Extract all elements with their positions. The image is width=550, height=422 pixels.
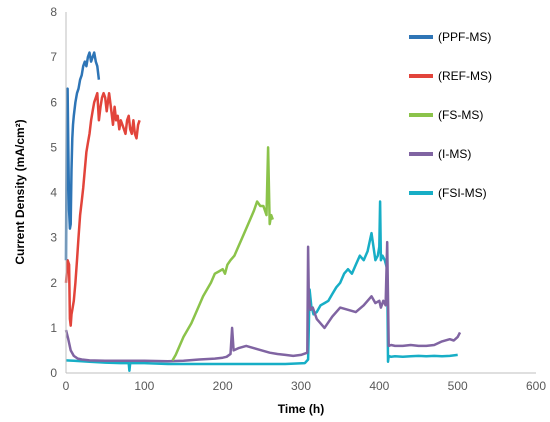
y-tick-label: 5 (50, 140, 57, 154)
y-tick-label: 4 (50, 186, 57, 200)
y-tick-labels: 0 1 2 3 4 5 6 7 8 (50, 5, 57, 380)
series-line-ppf-ms (64, 51, 101, 261)
legend-label-fsi-ms: (FSI-MS) (438, 186, 487, 200)
series-line-i-ms (64, 240, 462, 363)
plot-lines (64, 51, 462, 372)
x-tick-label: 300 (291, 379, 311, 393)
legend: (PPF-MS) (REF-MS) (FS-MS) (I-MS) (FSI-MS) (409, 30, 492, 200)
x-tick-label: 500 (448, 379, 468, 393)
series-line-ref-ms (64, 91, 141, 327)
y-axis-title: Current Density (mA/cm²) (13, 119, 27, 264)
y-tick-label: 6 (50, 95, 57, 109)
x-tick-label: 600 (526, 379, 546, 393)
x-tick-labels: 0 100 200 300 400 500 600 (63, 379, 547, 393)
series-line-fsi-ms (65, 200, 458, 372)
x-tick-label: 100 (134, 379, 154, 393)
series-line-fs-ms (171, 146, 274, 362)
y-tick-label: 0 (50, 366, 57, 380)
y-tick-label: 1 (50, 321, 57, 335)
x-tick-label: 0 (63, 379, 70, 393)
y-tick-label: 2 (50, 276, 57, 290)
legend-label-fs-ms: (FS-MS) (438, 108, 483, 122)
legend-label-ppf-ms: (PPF-MS) (438, 30, 491, 44)
legend-label-i-ms: (I-MS) (438, 147, 471, 161)
x-axis-title: Time (h) (278, 402, 324, 416)
y-tick-label: 8 (50, 5, 57, 19)
x-tick-label: 200 (213, 379, 233, 393)
x-tick-label: 400 (369, 379, 389, 393)
y-tick-label: 7 (50, 50, 57, 64)
legend-label-ref-ms: (REF-MS) (438, 69, 492, 83)
y-tick-label: 3 (50, 231, 57, 245)
